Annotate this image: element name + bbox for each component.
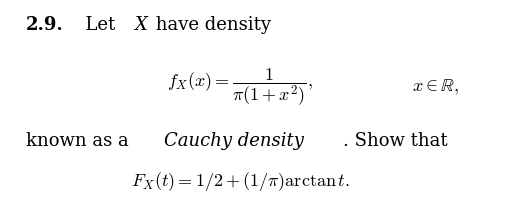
Text: X: X (134, 16, 147, 34)
Text: Let: Let (74, 16, 121, 34)
Text: $x \in \mathbb{R},$: $x \in \mathbb{R},$ (411, 78, 458, 97)
Text: have density: have density (150, 16, 271, 34)
Text: Cauchy density: Cauchy density (164, 132, 304, 149)
Text: . Show that: . Show that (342, 132, 447, 149)
Text: known as a: known as a (26, 132, 134, 149)
Text: 2.9.: 2.9. (26, 16, 63, 34)
Text: $f_X(x) = \dfrac{1}{\pi(1+x^2)},$: $f_X(x) = \dfrac{1}{\pi(1+x^2)},$ (168, 67, 313, 108)
Text: $F_X(t) = 1/2 + (1/\pi)\arctan t.$: $F_X(t) = 1/2 + (1/\pi)\arctan t.$ (131, 171, 350, 193)
